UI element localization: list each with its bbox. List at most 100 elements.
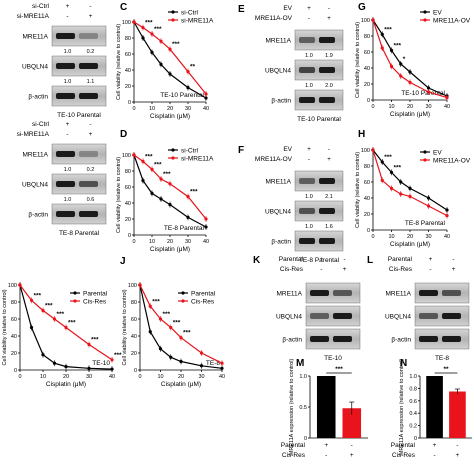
y-tick-label: 0 bbox=[134, 368, 137, 374]
condition-mark: + bbox=[327, 15, 331, 22]
x-tick-label: 30 bbox=[185, 106, 191, 112]
significance-mark: *** bbox=[57, 311, 65, 318]
band-lane-1 bbox=[299, 238, 315, 244]
y-axis-label: Cell viability (relative to control) bbox=[355, 152, 361, 228]
band-quant: 1.1 bbox=[87, 79, 95, 85]
data-point bbox=[186, 70, 190, 74]
data-point bbox=[169, 355, 173, 359]
bar-1 bbox=[316, 376, 336, 438]
x-tick-label: 20 bbox=[167, 239, 173, 245]
band-lane-1 bbox=[310, 336, 329, 342]
panel-letter: F bbox=[238, 145, 244, 156]
legend-marker bbox=[423, 158, 427, 162]
x-tick-label: 10 bbox=[40, 374, 46, 380]
legend-label: EV bbox=[433, 149, 442, 156]
data-point bbox=[220, 366, 224, 370]
data-point bbox=[150, 50, 154, 55]
band-lane-1 bbox=[56, 151, 75, 157]
y-tick-label: 100 bbox=[361, 148, 370, 154]
data-point bbox=[158, 317, 163, 321]
y-tick-label: 100 bbox=[8, 283, 17, 289]
condition-mark: + bbox=[307, 5, 311, 12]
y-tick-label: 0 bbox=[14, 368, 17, 374]
condition-label: Cis-Res bbox=[392, 452, 416, 459]
blot-panel-a: si-Ctrl + - si-MRE11A - + MRE11A 1.0 0.2 UBQLN4 1.… bbox=[17, 3, 107, 119]
significance-mark: *** bbox=[145, 20, 153, 27]
data-point bbox=[159, 62, 163, 66]
data-point bbox=[169, 325, 173, 330]
panel-letter: H bbox=[358, 129, 365, 140]
y-tick-label: 80 bbox=[11, 300, 17, 306]
data-point bbox=[41, 308, 45, 313]
condition-label: EV bbox=[283, 5, 292, 12]
data-point bbox=[148, 330, 152, 334]
band-lane-2 bbox=[79, 211, 98, 217]
data-point bbox=[445, 214, 449, 218]
y-tick-label: 20 bbox=[11, 351, 17, 357]
x-tick-label: 30 bbox=[425, 104, 431, 110]
x-tick-label: 40 bbox=[203, 106, 209, 112]
condition-mark: - bbox=[456, 442, 458, 449]
y-tick-label: 80 bbox=[125, 169, 131, 175]
data-point bbox=[186, 86, 190, 90]
condition-label: Cis-Res bbox=[389, 266, 413, 273]
band-label: UBQLN4 bbox=[22, 64, 48, 71]
band-label: MRE11A bbox=[22, 152, 48, 159]
x-tick-label: 30 bbox=[185, 239, 191, 245]
condition-label: Parental bbox=[391, 442, 416, 449]
data-point bbox=[426, 90, 431, 94]
condition-mark: - bbox=[66, 13, 68, 20]
chart-title: TE-8 Parental bbox=[164, 225, 205, 232]
condition-mark: - bbox=[351, 442, 353, 449]
y-tick-label: 0 bbox=[304, 436, 307, 442]
panel-letter: N bbox=[400, 358, 407, 369]
band-lane-1 bbox=[56, 63, 75, 69]
y-tick-label: 20 bbox=[131, 351, 137, 357]
significance-mark: ** bbox=[443, 366, 449, 373]
band-lane-1 bbox=[419, 336, 438, 342]
data-point bbox=[141, 159, 145, 163]
chart-panel-h: H 0 20 40 60 80 100 0 10 20 30 40 Cisplatin (μM) Cell… bbox=[355, 129, 471, 248]
y-tick-label: 1.0 bbox=[409, 374, 417, 380]
significance-mark: *** bbox=[152, 298, 160, 305]
band-lane-2 bbox=[319, 178, 335, 184]
chart-panel-m: M 0 0.5 1.0 MRE11A expression (relative to c… bbox=[281, 358, 368, 459]
y-axis-label: Cell viability (relative to control) bbox=[122, 289, 128, 365]
y-tick-label: 0 bbox=[128, 100, 131, 106]
y-tick-label: 40 bbox=[131, 334, 137, 340]
y-tick-label: 0.5 bbox=[299, 405, 307, 411]
data-point bbox=[159, 197, 163, 201]
legend-marker bbox=[171, 18, 175, 22]
y-tick-label: 1.0 bbox=[299, 374, 307, 380]
y-tick-label: 100 bbox=[122, 153, 131, 159]
band-lane-2 bbox=[333, 336, 352, 342]
condition-label: MRE11A-OV bbox=[255, 15, 293, 22]
significance-mark: *** bbox=[183, 330, 191, 337]
band-lane-1 bbox=[419, 290, 438, 296]
x-tick-label: 20 bbox=[178, 374, 184, 380]
condition-label: Cis-Res bbox=[280, 266, 304, 273]
band-quant: 1.0 bbox=[305, 83, 313, 89]
chart-panel-n: N 0 0.2 0.4 0.6 0.8 1.0 MRE11A expression (rela… bbox=[391, 358, 472, 459]
panel-letter: M bbox=[296, 358, 304, 369]
condition-mark: + bbox=[350, 452, 354, 459]
legend-label: Cis-Res bbox=[191, 298, 215, 305]
condition-mark: + bbox=[66, 121, 70, 128]
data-point bbox=[371, 18, 375, 22]
x-axis-label: Cisplatin (μM) bbox=[150, 113, 190, 120]
data-point bbox=[150, 191, 154, 195]
significance-mark: * bbox=[403, 56, 406, 63]
legend-label: si-Ctrl bbox=[181, 9, 199, 16]
data-point bbox=[168, 203, 172, 207]
y-tick-label: 20 bbox=[364, 82, 370, 88]
band-quant: 0.2 bbox=[87, 49, 95, 55]
condition-mark: - bbox=[89, 121, 91, 128]
significance-mark: *** bbox=[68, 320, 76, 327]
x-tick-label: 30 bbox=[425, 234, 431, 240]
x-tick-label: 20 bbox=[407, 104, 413, 110]
data-point bbox=[87, 342, 91, 347]
bar-1 bbox=[426, 376, 443, 438]
condition-mark: + bbox=[89, 131, 93, 138]
y-axis-label: Cell viability (relative to control) bbox=[116, 157, 122, 233]
data-point bbox=[220, 361, 224, 365]
